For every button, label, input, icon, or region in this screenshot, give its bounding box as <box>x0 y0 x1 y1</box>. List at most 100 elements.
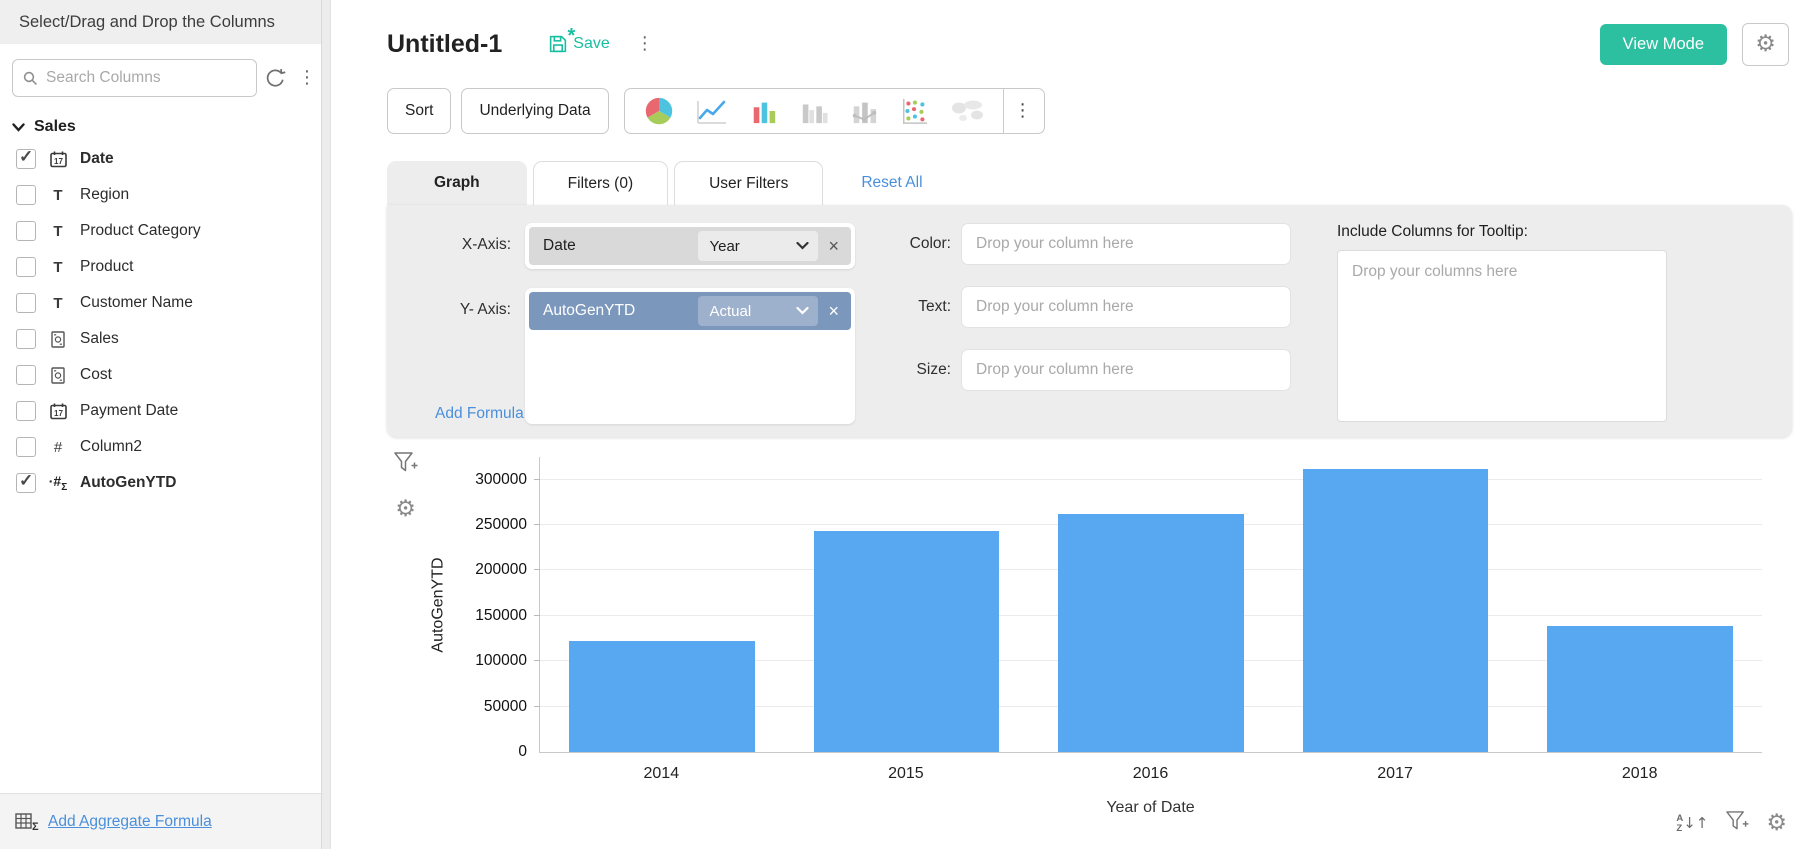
tab-user-filters[interactable]: User Filters <box>674 161 824 205</box>
column-item-payment-date[interactable]: 17 Payment Date <box>0 393 321 429</box>
y-axis-column-chip[interactable]: AutoGenYTD Actual × <box>529 292 851 330</box>
column-item-cost[interactable]: Cost <box>0 357 321 393</box>
bar-line-chart-icon[interactable] <box>839 97 889 125</box>
tab-filters[interactable]: Filters (0) <box>532 161 669 205</box>
map-chart-icon[interactable] <box>939 98 997 124</box>
svg-text:17: 17 <box>54 157 63 166</box>
title-kebab-icon[interactable]: ⋮ <box>635 33 654 54</box>
column-label: Column2 <box>80 438 143 455</box>
color-dropzone[interactable]: Drop your column here <box>961 223 1291 265</box>
column-item-column2[interactable]: # Column2 <box>0 429 321 465</box>
chip-column-name: AutoGenYTD <box>543 302 636 319</box>
column-label: Cost <box>80 366 112 383</box>
selected-function: Actual <box>709 302 752 320</box>
x-axis-dropzone[interactable]: Date Year × <box>525 223 855 269</box>
view-mode-button[interactable]: View Mode <box>1599 23 1727 65</box>
y-function-select[interactable]: Actual <box>698 296 819 326</box>
size-dropzone[interactable]: Drop your column here <box>961 349 1291 391</box>
checkbox-unchecked[interactable] <box>16 437 36 457</box>
add-aggregate-formula-link[interactable]: Add Aggregate Formula <box>48 812 212 830</box>
add-filter-icon[interactable] <box>1725 810 1749 837</box>
sidebar-kebab-icon[interactable]: ⋮ <box>298 67 316 88</box>
search-icon <box>23 71 38 86</box>
bar-chart-plot: AutoGenYTD 0 50000 100000 150000 200000 25000… <box>430 457 1762 760</box>
chart-side-tools: ⚙ <box>393 451 418 521</box>
checkbox-checked[interactable] <box>16 471 36 493</box>
column-item-customer-name[interactable]: T Customer Name <box>0 285 321 321</box>
checkbox-unchecked[interactable] <box>16 401 36 421</box>
checkbox-unchecked[interactable] <box>16 257 36 277</box>
bar-2016[interactable] <box>1058 514 1244 752</box>
search-columns-box[interactable] <box>12 59 257 97</box>
add-filter-icon[interactable] <box>393 451 418 479</box>
column-item-date[interactable]: 17 Date <box>0 141 321 177</box>
y-axis-title: AutoGenYTD <box>429 557 447 653</box>
chart-options-gear-icon[interactable]: ⚙ <box>1766 810 1787 836</box>
x-tick-label: 2017 <box>1377 765 1413 782</box>
y-tick-label: 150000 <box>475 606 527 624</box>
chevron-down-icon <box>796 242 810 250</box>
line-chart-icon[interactable] <box>685 97 739 125</box>
remove-column-icon[interactable]: × <box>828 236 839 256</box>
settings-button[interactable]: ⚙ <box>1742 22 1789 66</box>
y-axis-dropzone[interactable]: AutoGenYTD Actual × <box>525 288 855 424</box>
chart-settings-gear-icon[interactable]: ⚙ <box>395 496 416 522</box>
search-columns-input[interactable] <box>46 69 246 87</box>
checkbox-unchecked[interactable] <box>16 329 36 349</box>
bar-2017[interactable] <box>1302 468 1489 752</box>
report-title[interactable]: Untitled-1 <box>387 29 503 58</box>
column-item-region[interactable]: T Region <box>0 177 321 213</box>
column-label: Product Category <box>80 222 201 239</box>
column-item-autogenytd[interactable]: ·#Σ AutoGenYTD <box>0 465 321 501</box>
remove-column-icon[interactable]: × <box>828 301 839 321</box>
checkbox-unchecked[interactable] <box>16 185 36 205</box>
column-item-sales[interactable]: Sales <box>0 321 321 357</box>
x-function-select[interactable]: Year <box>698 231 819 261</box>
bar-chart-icon[interactable] <box>739 97 789 125</box>
x-axis-column-chip[interactable]: Date Year × <box>529 227 851 265</box>
text-dropzone[interactable]: Drop your column here <box>961 286 1291 328</box>
y-tick-label: 50000 <box>483 697 527 715</box>
checkbox-unchecked[interactable] <box>16 365 36 385</box>
selected-function: Year <box>709 237 740 255</box>
svg-text:Σ: Σ <box>32 821 39 831</box>
x-tick-labels: 2014 2015 2016 2017 2018 <box>539 765 1762 783</box>
column-item-product-category[interactable]: T Product Category <box>0 213 321 249</box>
text-type-icon: T <box>53 186 63 204</box>
bar-slot <box>784 457 1028 752</box>
text-row: Text: Drop your column here <box>895 286 1337 328</box>
grouped-bar-chart-icon[interactable] <box>789 97 839 125</box>
checkbox-checked[interactable] <box>16 147 36 169</box>
scatter-chart-icon[interactable] <box>889 97 939 125</box>
sort-button[interactable]: Sort <box>387 88 452 134</box>
refresh-icon[interactable] <box>264 67 287 90</box>
tooltip-column: Include Columns for Tooltip: Drop your c… <box>1337 223 1682 425</box>
tab-graph[interactable]: Graph <box>387 161 527 205</box>
bar-2018[interactable] <box>1546 625 1733 752</box>
tooltip-dropzone[interactable]: Drop your columns here <box>1337 250 1667 422</box>
svg-text:17: 17 <box>54 409 63 418</box>
checkbox-unchecked[interactable] <box>16 221 36 241</box>
y-tick-label: 300000 <box>475 470 527 488</box>
x-axis-row: X-Axis: Date Year × <box>397 223 869 269</box>
pie-chart-icon[interactable] <box>633 96 685 126</box>
sidebar-splitter[interactable] <box>322 0 331 849</box>
underlying-data-button[interactable]: Underlying Data <box>461 88 609 134</box>
columns-sidebar: Select/Drag and Drop the Columns ⋮ Sales <box>0 0 322 849</box>
table-group-sales[interactable]: Sales <box>0 105 321 141</box>
reset-all-link[interactable]: Reset All <box>861 174 923 191</box>
column-label: Product <box>80 258 134 275</box>
save-button[interactable]: * Save <box>548 25 610 54</box>
chart-type-group: ⋮ <box>623 88 1045 134</box>
chip-column-name: Date <box>543 237 576 254</box>
more-chart-types-icon[interactable]: ⋮ <box>1013 100 1032 121</box>
column-item-product[interactable]: T Product <box>0 249 321 285</box>
add-formula-link[interactable]: Add Formula <box>435 405 524 422</box>
bar-2015[interactable] <box>813 531 1000 752</box>
sidebar-search-row: ⋮ <box>0 44 321 105</box>
y-tick-label: 0 <box>518 743 527 760</box>
bar-2014[interactable] <box>569 641 756 752</box>
checkbox-unchecked[interactable] <box>16 293 36 313</box>
